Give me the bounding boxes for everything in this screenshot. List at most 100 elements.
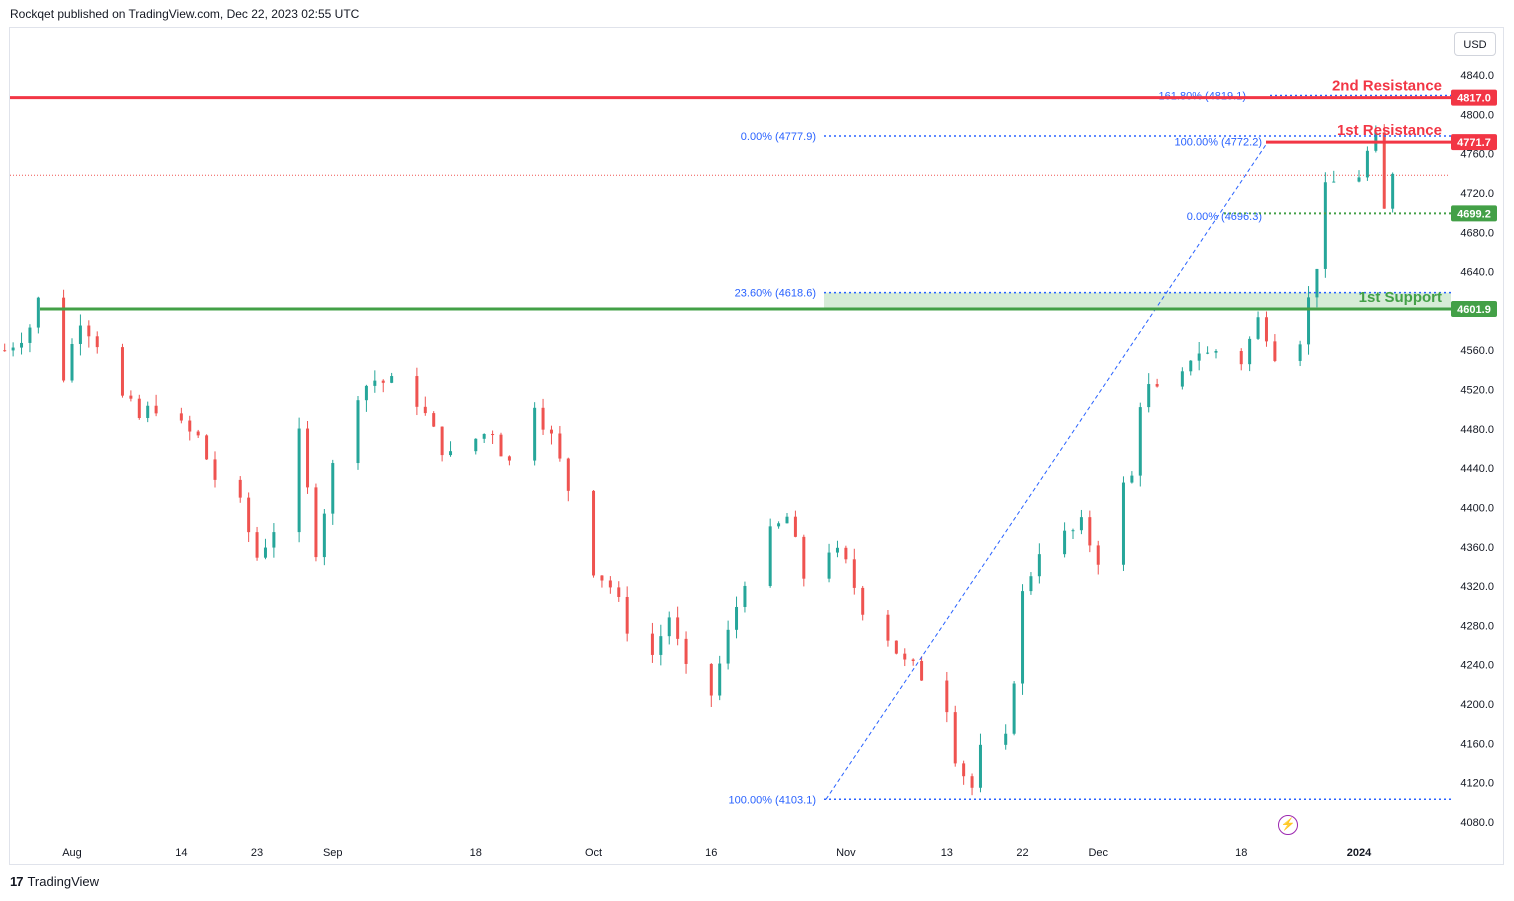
candle-body (894, 640, 898, 654)
candle-body (793, 516, 797, 537)
candle-body (802, 536, 806, 579)
candle-body (499, 434, 503, 457)
lightning-icon[interactable]: ⚡ (1278, 815, 1298, 835)
candle-body (238, 479, 242, 498)
y-tick-label: 4440.0 (1460, 463, 1494, 475)
x-tick-label: Nov (836, 847, 856, 859)
candle-body (491, 434, 495, 436)
candle-body (861, 587, 865, 615)
candle-body (1096, 545, 1100, 565)
tradingview-logo-icon: 17 (10, 874, 24, 889)
y-tick-label: 4280.0 (1460, 620, 1494, 632)
candle-body (1264, 317, 1268, 342)
candle-body (449, 451, 453, 456)
y-tick-label: 4520.0 (1460, 385, 1494, 397)
fib-label: 0.00% (4696.3) (1187, 211, 1262, 223)
candle-body (1180, 371, 1184, 387)
candle-body (129, 395, 133, 399)
candle-body (247, 497, 251, 533)
x-tick-label: Sep (323, 847, 343, 859)
candle-body (1189, 360, 1193, 372)
candle-body (70, 343, 74, 381)
candle-body (1214, 351, 1218, 353)
candle-body (835, 547, 839, 553)
fib-label: 23.60% (4618.6) (735, 288, 816, 300)
candle-body (549, 429, 553, 434)
y-tick-label: 4720.0 (1460, 188, 1494, 200)
candle-body (600, 575, 604, 581)
price-tag-label: 4601.9 (1457, 304, 1491, 316)
candle-body (1206, 352, 1210, 354)
level-label: 1st Support (1359, 289, 1442, 306)
candle-body (1004, 733, 1008, 745)
candle-body (1391, 173, 1395, 209)
candle-body (625, 596, 629, 634)
x-tick-label: 13 (941, 847, 953, 859)
y-tick-label: 4680.0 (1460, 227, 1494, 239)
price-tag (1451, 89, 1497, 106)
fib-label: 100.00% (4103.1) (729, 794, 816, 806)
candle-body (676, 617, 680, 639)
candle-body (154, 405, 158, 414)
candle-body (558, 433, 562, 459)
currency-button[interactable]: USD (1454, 32, 1496, 56)
candle-body (1248, 338, 1252, 365)
x-tick-label: 2024 (1347, 847, 1372, 859)
x-tick-label: Oct (585, 847, 602, 859)
x-tick-label: Dec (1088, 847, 1108, 859)
candle-body (743, 585, 747, 607)
tradingview-brand[interactable]: TradingView (27, 874, 100, 889)
candle-body (903, 653, 907, 660)
candle-body (1088, 517, 1092, 546)
candle-body (1147, 384, 1151, 408)
x-tick-label: 18 (1235, 847, 1247, 859)
candle-body (314, 487, 318, 558)
candle-body (709, 663, 713, 696)
candle-body (1323, 182, 1327, 269)
candle-body (1298, 344, 1302, 361)
candle-body (1037, 554, 1041, 577)
candle-body (87, 325, 91, 337)
candle-body (785, 516, 789, 524)
candle-body (1130, 475, 1134, 483)
candle-body (1382, 132, 1386, 209)
candle-body (432, 413, 436, 427)
candle-body (726, 629, 730, 664)
candle-body (390, 376, 394, 383)
y-tick-label: 4360.0 (1460, 542, 1494, 554)
candle-body (20, 342, 24, 348)
candle-body (1063, 530, 1067, 555)
candle-body (373, 380, 377, 386)
candle-body (953, 712, 957, 764)
candle-body (3, 350, 7, 352)
x-tick-label: 18 (470, 847, 482, 859)
fib-label: 100.00% (4772.2) (1175, 137, 1262, 149)
candle-body (684, 638, 688, 664)
candle-body (735, 606, 739, 630)
y-tick-label: 4840.0 (1460, 70, 1494, 82)
candle-body (507, 456, 511, 461)
price-tag-label: 4771.7 (1457, 137, 1491, 149)
candle-body (1365, 150, 1369, 178)
candle-body (205, 435, 209, 460)
support-zone (824, 292, 1451, 310)
y-tick-label: 4160.0 (1460, 738, 1494, 750)
candle-body (827, 552, 831, 579)
candle-body (945, 680, 949, 713)
candle-body (356, 400, 360, 464)
candle-body (137, 398, 141, 418)
candle-body (297, 428, 301, 533)
price-tag-label: 4817.0 (1457, 93, 1491, 105)
y-tick-label: 4200.0 (1460, 699, 1494, 711)
price-tag (1451, 301, 1497, 318)
candle-body (28, 327, 32, 343)
candle-body (970, 776, 974, 788)
candle-body (777, 523, 781, 527)
candle-body (1307, 297, 1311, 345)
candle-body (659, 636, 663, 655)
candle-body (1256, 317, 1260, 339)
y-tick-label: 4240.0 (1460, 660, 1494, 672)
candle-body (1138, 407, 1142, 476)
candle-body (95, 336, 99, 348)
